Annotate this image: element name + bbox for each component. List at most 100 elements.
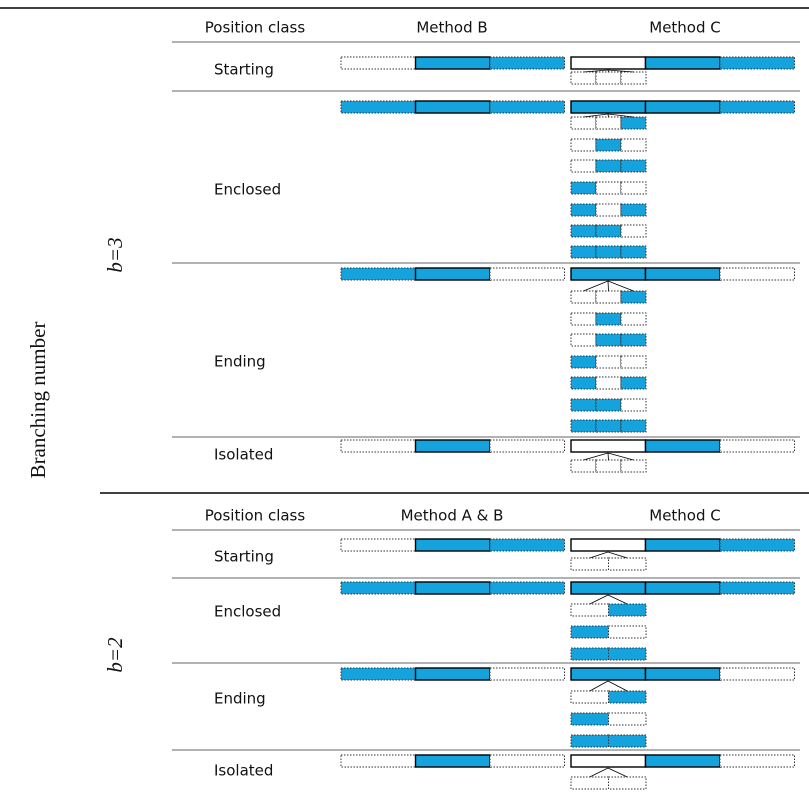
- segment: [570, 203, 597, 217]
- segment: [570, 776, 609, 790]
- fan-line: [607, 280, 634, 292]
- segment: [608, 603, 647, 617]
- segment: [570, 100, 647, 114]
- row-label: Isolated: [214, 762, 273, 780]
- segment: [570, 398, 597, 412]
- row-label: Isolated: [214, 446, 273, 464]
- segment: [644, 667, 721, 681]
- segment: [608, 647, 647, 661]
- segment: [489, 56, 565, 70]
- segment: [719, 56, 795, 70]
- segment: [620, 181, 647, 195]
- fan-line: [607, 452, 609, 461]
- fan-line: [583, 280, 609, 292]
- segment: [719, 267, 795, 281]
- segment: [620, 459, 647, 473]
- segment: [414, 100, 491, 114]
- segment: [608, 734, 647, 748]
- fan-line: [607, 551, 628, 559]
- segment: [595, 355, 622, 369]
- segment: [620, 419, 647, 433]
- segment: [570, 690, 609, 704]
- segment: [340, 754, 416, 768]
- segment: [489, 100, 565, 114]
- segment: [644, 267, 721, 281]
- segment: [620, 116, 647, 130]
- segment: [595, 71, 622, 85]
- segment: [595, 245, 622, 259]
- segment: [719, 100, 795, 114]
- segment: [644, 100, 721, 114]
- segment: [570, 267, 647, 281]
- fan-line: [583, 69, 609, 73]
- segment: [595, 333, 622, 347]
- segment: [489, 267, 565, 281]
- segment: [414, 754, 491, 768]
- segment: [570, 290, 597, 304]
- column-header: Position class: [205, 507, 306, 525]
- segment: [719, 538, 795, 552]
- segment: [570, 376, 597, 390]
- segment: [570, 538, 647, 552]
- segment: [595, 138, 622, 152]
- segment: [608, 712, 647, 726]
- fan-line: [607, 113, 609, 118]
- axis-label: Branching number: [26, 322, 50, 479]
- segment: [340, 538, 416, 552]
- segment: [570, 754, 647, 768]
- fan-line: [607, 280, 609, 292]
- segment: [595, 419, 622, 433]
- segment: [340, 439, 416, 453]
- column-header: Position class: [205, 19, 306, 37]
- segment: [414, 667, 491, 681]
- segment: [340, 667, 416, 681]
- segment: [489, 439, 565, 453]
- segment: [620, 138, 647, 152]
- segment: [340, 100, 416, 114]
- fan-line: [607, 680, 628, 692]
- segment: [340, 581, 416, 595]
- segment: [570, 647, 609, 661]
- segment: [620, 159, 647, 173]
- segment: [570, 439, 647, 453]
- segment: [595, 376, 622, 390]
- fan-line: [607, 69, 634, 73]
- segment: [595, 159, 622, 173]
- segment: [595, 398, 622, 412]
- segment: [570, 159, 597, 173]
- segment: [620, 224, 647, 238]
- fan-line: [607, 452, 634, 461]
- segment: [620, 312, 647, 326]
- segment: [620, 290, 647, 304]
- segment: [570, 459, 597, 473]
- segment: [608, 625, 647, 639]
- fan-line: [589, 680, 609, 692]
- segment: [414, 581, 491, 595]
- row-label: Starting: [214, 548, 274, 566]
- segment: [570, 333, 597, 347]
- segment: [489, 754, 565, 768]
- segment: [340, 267, 416, 281]
- segment: [595, 203, 622, 217]
- segment: [570, 312, 597, 326]
- section-label: b=3: [103, 237, 127, 272]
- segment: [570, 224, 597, 238]
- column-header: Method A & B: [401, 507, 504, 525]
- segment: [595, 312, 622, 326]
- column-header: Method C: [649, 507, 721, 525]
- segment: [570, 181, 597, 195]
- segment: [414, 439, 491, 453]
- segment: [719, 667, 795, 681]
- segment: [620, 355, 647, 369]
- row-label: Enclosed: [214, 603, 281, 621]
- segment: [608, 557, 647, 571]
- row-label: Starting: [214, 61, 274, 79]
- fan-line: [607, 594, 628, 605]
- fan-line: [589, 594, 609, 605]
- segment: [595, 290, 622, 304]
- segment: [595, 459, 622, 473]
- segment: [570, 557, 609, 571]
- segment: [489, 581, 565, 595]
- segment: [595, 116, 622, 130]
